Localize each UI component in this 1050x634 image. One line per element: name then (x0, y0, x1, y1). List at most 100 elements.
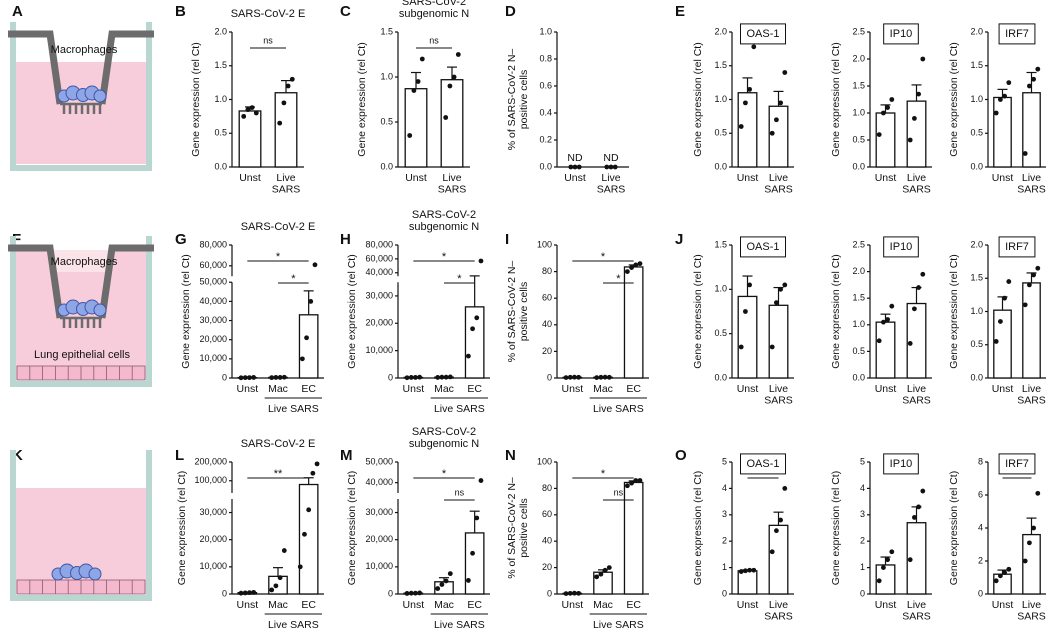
data-point (912, 515, 917, 520)
data-point (478, 258, 484, 264)
chart-panel: H 0 10,000 20,000 30,000 40,000 60,000 80,000 Ge… (340, 209, 490, 415)
x-tick-label: EC (626, 599, 641, 611)
data-point (277, 575, 283, 581)
y-tick-label: 20,000 (199, 534, 227, 544)
y-tick-label: 30,000 (199, 315, 227, 325)
y-tick-label: 8 (978, 456, 983, 466)
data-point (637, 478, 643, 483)
bar (993, 573, 1012, 595)
data-point (269, 587, 275, 593)
x-tick-label: Live (769, 599, 788, 611)
insert (8, 30, 154, 105)
data-point (572, 374, 577, 380)
y-tick-label: 0.5 (380, 116, 393, 126)
y-tick-label: 1.5 (970, 60, 983, 70)
x-tick-label: Unst (403, 599, 425, 611)
data-point (633, 262, 639, 268)
data-point (998, 319, 1003, 324)
data-point (920, 271, 926, 277)
y-tick-label: 4 (722, 483, 727, 493)
data-point (876, 578, 882, 584)
chart-panel: 0.0 0.5 1.0 1.5 2.0 2.5 Gene expression (rel C… (830, 236, 932, 406)
y-tick-label: 1.0 (539, 26, 552, 36)
y-tick-label: 1.0 (970, 306, 983, 316)
data-point (277, 375, 283, 380)
y-tick-label: 40,000 (365, 267, 393, 277)
y-tick-label: 4 (978, 522, 983, 532)
bar (464, 532, 485, 595)
data-point (417, 374, 423, 380)
data-point (885, 105, 890, 110)
y-tick-label: 0.2 (539, 134, 552, 144)
title-box (739, 23, 787, 45)
data-point (249, 105, 255, 110)
data-point (273, 375, 279, 380)
data-point (568, 164, 574, 170)
data-point (876, 338, 882, 344)
y-axis-label-line: Gene expression (rel Ct) (346, 254, 358, 368)
data-point (253, 110, 259, 116)
significance-label: ns (429, 35, 439, 45)
data-point (455, 52, 461, 57)
chart-title: subgenomic N (399, 8, 469, 20)
x-tick-label: SARS (438, 183, 467, 195)
y-tick-label: 0.5 (714, 328, 727, 338)
significance-label: ns (455, 487, 465, 497)
bar (875, 112, 896, 168)
data-point (269, 375, 275, 381)
chart-panel: E 0.0 0.5 1.0 1.5 2.0 Gene expression (rel Ct)… (675, 3, 794, 195)
x-tick-label: Live (1022, 383, 1041, 395)
y-tick-label: 40,000 (365, 477, 393, 487)
epithelial-cells (16, 365, 146, 381)
y-axis-label: Gene expression (rel Ct) (692, 42, 704, 156)
x-tick-label: Mac (268, 599, 288, 611)
data-point (598, 571, 604, 577)
title-box (998, 236, 1036, 258)
y-tick-label: 2.5 (852, 239, 865, 249)
x-tick-label: Unst (875, 599, 897, 611)
bar (906, 302, 927, 379)
bar (404, 88, 428, 168)
chart-title: IP10 (890, 28, 913, 40)
x-tick-label: Live (276, 172, 295, 184)
y-tick-label: 1.0 (852, 107, 865, 117)
x-tick-label: SARS (1017, 610, 1046, 622)
data-point (447, 83, 453, 89)
chart-title: OAS-1 (746, 241, 779, 253)
panel-letter: A (12, 3, 23, 20)
title-box (739, 453, 787, 475)
data-point (608, 164, 614, 170)
chart-title: IP10 (890, 241, 913, 253)
y-tick-label: 100,000 (194, 475, 227, 485)
significance-label: * (276, 251, 281, 263)
y-axis-label: Gene expression (rel Ct) (692, 471, 704, 585)
medium-insert (50, 250, 112, 272)
data-point (443, 115, 449, 120)
data-point (308, 298, 314, 304)
y-axis-label: Gene expression (rel Ct) (346, 471, 358, 585)
y-axis-label-line: % of SARS-CoV-2 N– (506, 477, 518, 579)
y-tick-label: 10,000 (199, 353, 227, 363)
macrophages (57, 85, 107, 103)
y-tick-label: 30,000 (365, 507, 393, 517)
y-tick-label: 0.0 (714, 161, 727, 171)
bar (1022, 282, 1041, 379)
x-tick-label: Unst (737, 172, 759, 184)
data-point (1035, 66, 1041, 72)
panel-letter: O (675, 447, 687, 464)
y-tick-label: 0 (978, 588, 983, 598)
data-point (907, 557, 913, 563)
data-point (1027, 282, 1032, 288)
x-tick-label: SARS (1017, 394, 1046, 406)
data-point (769, 549, 775, 555)
y-axis-label: Gene expression (rel Ct) (692, 254, 704, 368)
group-label: Live SARS (593, 619, 644, 631)
data-point (606, 374, 612, 380)
x-tick-label: Unst (239, 172, 261, 184)
data-point (889, 303, 895, 309)
x-tick-label: Unst (992, 383, 1014, 395)
panel-letter: F (12, 231, 21, 248)
y-tick-label: 0.5 (970, 339, 983, 349)
significance-label: ns (263, 35, 273, 45)
